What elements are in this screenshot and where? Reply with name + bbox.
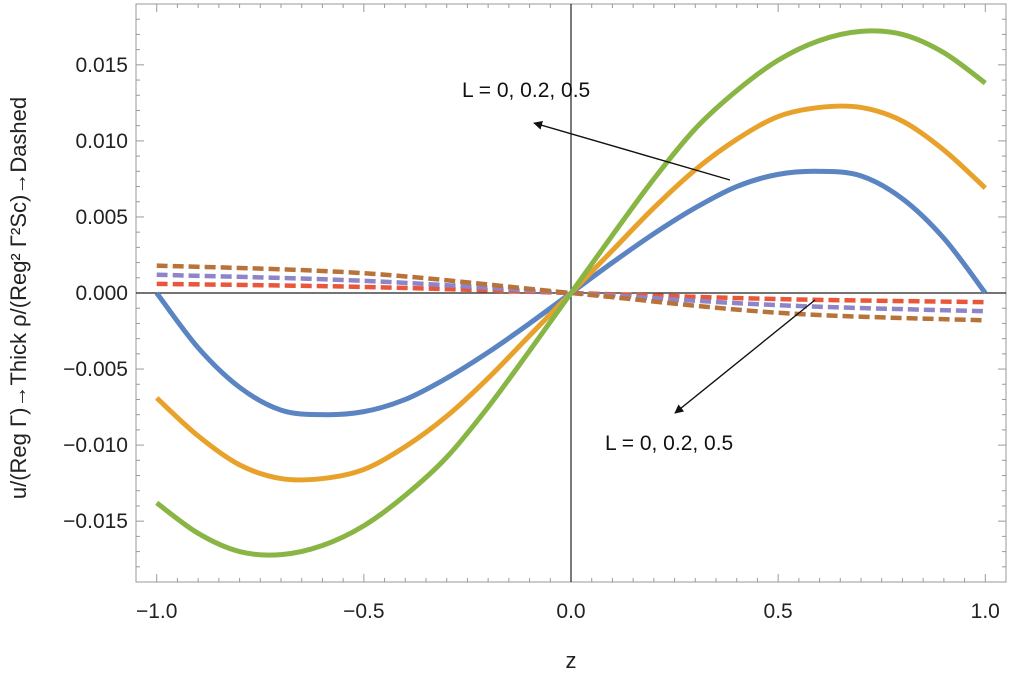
- y-tick-label: 0.010: [75, 130, 128, 153]
- annotation-arrow-dashed: [674, 299, 816, 414]
- x-axis-title: z: [566, 648, 577, 673]
- tick-labels: −1.0 −0.5 0.0 0.5 1.0 0.015 0.010 0.005 0.000 −0.…: [63, 54, 1000, 623]
- series-layer: [154, 28, 988, 558]
- y-tick-label: 0.000: [75, 282, 128, 305]
- x-tick-label: 0.5: [764, 600, 793, 623]
- x-tick-label: 0.0: [556, 600, 585, 623]
- y-tick-label: 0.005: [75, 206, 128, 229]
- y-tick-label: −0.010: [63, 434, 128, 457]
- dashed-series-line: [156, 263, 986, 323]
- solid-series-line: [155, 28, 987, 558]
- x-tick-label: −1.0: [136, 600, 177, 623]
- y-tick-label: −0.015: [63, 510, 128, 533]
- y-tick-label: 0.015: [75, 54, 128, 77]
- y-tick-label: −0.005: [63, 358, 128, 381]
- dashed-series-line: [156, 281, 986, 305]
- x-tick-label: 1.0: [971, 600, 1000, 623]
- annotation-label-solid: L = 0, 0.2, 0.5: [462, 79, 590, 102]
- x-tick-label: −0.5: [343, 600, 384, 623]
- annotation-label-dashed: L = 0, 0.2, 0.5: [605, 432, 733, 455]
- annotation-arrow-solid: [533, 120, 731, 181]
- dashed-series-line: [156, 272, 986, 314]
- y-axis-title: u/(Reg Γ)→Thick ρ/(Reg² Γ²Sc)→Dashed: [6, 97, 31, 499]
